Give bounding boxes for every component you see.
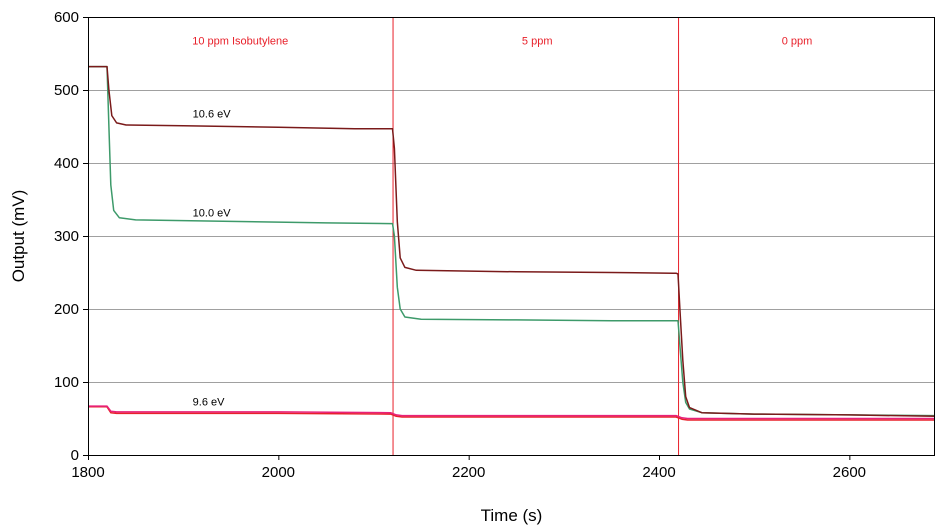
x-axis-title: Time (s) — [481, 506, 543, 525]
x-tick-label: 2600 — [833, 464, 866, 481]
region-label: 0 ppm — [782, 36, 813, 48]
region-label: 5 ppm — [522, 36, 553, 48]
x-tick-label: 2200 — [452, 464, 485, 481]
x-tick-label: 1800 — [71, 464, 104, 481]
x-tick-label: 2000 — [262, 464, 295, 481]
y-tick-label: 300 — [54, 228, 79, 245]
series-label: 9.6 eV — [193, 396, 225, 408]
y-tick-label: 200 — [54, 301, 79, 318]
y-axis-title: Output (mV) — [9, 190, 28, 283]
region-label: 10 ppm Isobutylene — [192, 36, 288, 48]
x-tick-label: 2400 — [642, 464, 675, 481]
series-line — [88, 405, 935, 420]
y-tick-label: 0 — [71, 447, 79, 464]
axis-ticks: 0 100 200 300 400 500 600 1800 2000 2200 2400 2600 — [54, 9, 866, 481]
y-tick-label: 600 — [54, 9, 79, 26]
y-tick-label: 100 — [54, 374, 79, 391]
y-tick-label: 500 — [54, 82, 79, 99]
grid-lines — [88, 90, 935, 383]
series-label: 10.6 eV — [193, 109, 232, 121]
series-line — [88, 65, 935, 418]
data-series — [88, 65, 935, 421]
series-line — [88, 65, 935, 417]
series-line — [88, 406, 935, 421]
series-labels: 10.6 eV 10.0 eV 9.6 eV — [193, 109, 232, 409]
y-tick-label: 400 — [54, 155, 79, 172]
series-label: 10.0 eV — [193, 207, 232, 219]
region-labels: 10 ppm Isobutylene 5 ppm 0 ppm — [192, 36, 812, 48]
region-dividers — [392, 17, 680, 455]
